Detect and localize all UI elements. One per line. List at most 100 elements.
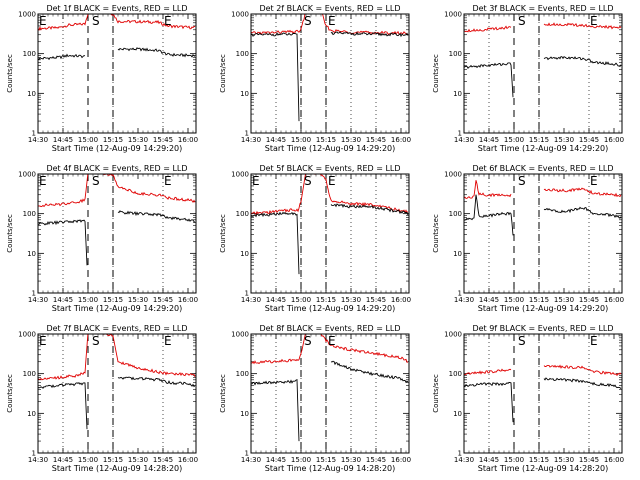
x-tick-label: 15:45 [153, 296, 173, 304]
events-series-line [38, 219, 88, 266]
panel-title: Det 7f BLACK = Events, RED = LLD [46, 324, 187, 333]
y-tick-label: 10 [27, 90, 36, 98]
plot-frame [463, 333, 623, 454]
x-tick-label: 15:30 [554, 296, 574, 304]
region-marker: E [164, 174, 172, 188]
region-marker: S [92, 334, 100, 348]
x-tick-label: 15:15 [529, 296, 549, 304]
lld-series-line [251, 174, 409, 215]
panel-title: Det 9f BLACK = Events, RED = LLD [472, 324, 613, 333]
x-tick-label: 14:30 [454, 136, 474, 144]
x-tick-label: 16:00 [178, 136, 198, 144]
x-axis-label: Start Time (12-Aug-09 14:29:20) [52, 304, 183, 313]
x-tick-label: 15:00 [504, 456, 524, 464]
plot-frame [37, 173, 197, 294]
region-marker: S [304, 174, 312, 188]
region-marker: E [252, 174, 260, 188]
x-tick-label: 15:30 [341, 456, 361, 464]
x-tick-label: 15:45 [366, 456, 386, 464]
y-tick-label: 1000 [18, 331, 36, 339]
y-tick-label: 1 [458, 450, 462, 458]
y-axis-label: Counts/sec [6, 374, 14, 413]
events-series-line [464, 194, 514, 236]
x-tick-label: 15:15 [529, 136, 549, 144]
y-tick-label: 100 [449, 50, 462, 58]
events-series-line [117, 47, 196, 58]
x-tick-label: 14:45 [266, 136, 286, 144]
y-axis-label: Counts/sec [219, 214, 227, 253]
region-marker: E [590, 14, 598, 28]
lld-series-line [464, 368, 512, 375]
x-tick-label: 14:45 [53, 136, 73, 144]
plot-frame [463, 13, 623, 134]
y-tick-label: 10 [453, 410, 462, 418]
y-axis-label: Counts/sec [219, 54, 227, 93]
lld-series-line [251, 14, 409, 35]
panel-title: Det 5f BLACK = Events, RED = LLD [259, 164, 400, 173]
y-tick-label: 10 [240, 250, 249, 258]
y-axis-label: Counts/sec [219, 374, 227, 413]
x-tick-label: 15:00 [291, 296, 311, 304]
panel-1: Det 1f BLACK = Events, RED = LLD Counts/s… [6, 4, 198, 153]
lld-series-line [38, 334, 196, 381]
y-tick-label: 100 [449, 370, 462, 378]
events-series-line [251, 32, 300, 122]
x-tick-label: 15:00 [504, 296, 524, 304]
panel-title: Det 2f BLACK = Events, RED = LLD [259, 4, 400, 13]
region-marker: E [39, 174, 47, 188]
x-tick-label: 15:30 [128, 296, 148, 304]
events-series-line [543, 56, 622, 67]
x-tick-label: 14:30 [454, 296, 474, 304]
x-tick-label: 15:00 [291, 136, 311, 144]
y-axis-label: Counts/sec [6, 54, 14, 93]
region-marker: E [328, 334, 336, 348]
y-tick-label: 10 [27, 410, 36, 418]
x-tick-label: 15:45 [366, 296, 386, 304]
x-tick-label: 15:00 [291, 456, 311, 464]
x-tick-label: 15:45 [579, 296, 599, 304]
y-tick-label: 100 [23, 370, 36, 378]
x-tick-label: 16:00 [604, 296, 624, 304]
panel-title: Det 6f BLACK = Events, RED = LLD [472, 164, 613, 173]
plot-frame [37, 13, 197, 134]
plot-frame [250, 13, 410, 134]
region-marker: E [164, 14, 172, 28]
region-marker: S [518, 14, 526, 28]
x-tick-label: 15:45 [153, 456, 173, 464]
x-tick-label: 14:45 [479, 136, 499, 144]
x-tick-label: 15:45 [366, 136, 386, 144]
x-tick-label: 16:00 [391, 296, 411, 304]
x-tick-label: 14:30 [241, 456, 261, 464]
y-axis-label: Counts/sec [432, 214, 440, 253]
x-tick-label: 15:15 [103, 136, 123, 144]
lld-series-line [251, 334, 409, 365]
x-tick-label: 16:00 [391, 136, 411, 144]
events-series-line [251, 379, 300, 442]
y-tick-label: 10 [240, 90, 249, 98]
y-tick-label: 1 [32, 450, 36, 458]
y-tick-label: 1 [458, 130, 462, 138]
x-tick-label: 15:00 [78, 136, 98, 144]
y-tick-label: 100 [236, 210, 249, 218]
events-series-line [330, 203, 409, 216]
lld-series-line [543, 364, 622, 377]
region-marker: E [590, 334, 598, 348]
x-tick-label: 14:45 [479, 456, 499, 464]
y-tick-label: 10 [453, 250, 462, 258]
x-tick-label: 15:30 [128, 136, 148, 144]
y-tick-label: 10 [27, 250, 36, 258]
x-tick-label: 15:45 [579, 456, 599, 464]
y-tick-label: 1000 [231, 171, 249, 179]
panel-7: Det 7f BLACK = Events, RED = LLD Counts/s… [6, 324, 198, 473]
events-series-line [543, 206, 622, 219]
events-series-line [330, 31, 409, 38]
y-tick-label: 1000 [231, 331, 249, 339]
lld-series-line [464, 25, 512, 33]
y-tick-label: 10 [240, 410, 249, 418]
region-marker: S [92, 174, 100, 188]
region-marker: E [39, 334, 47, 348]
x-tick-label: 14:45 [479, 296, 499, 304]
x-tick-label: 15:00 [504, 136, 524, 144]
y-axis-label: Counts/sec [432, 374, 440, 413]
